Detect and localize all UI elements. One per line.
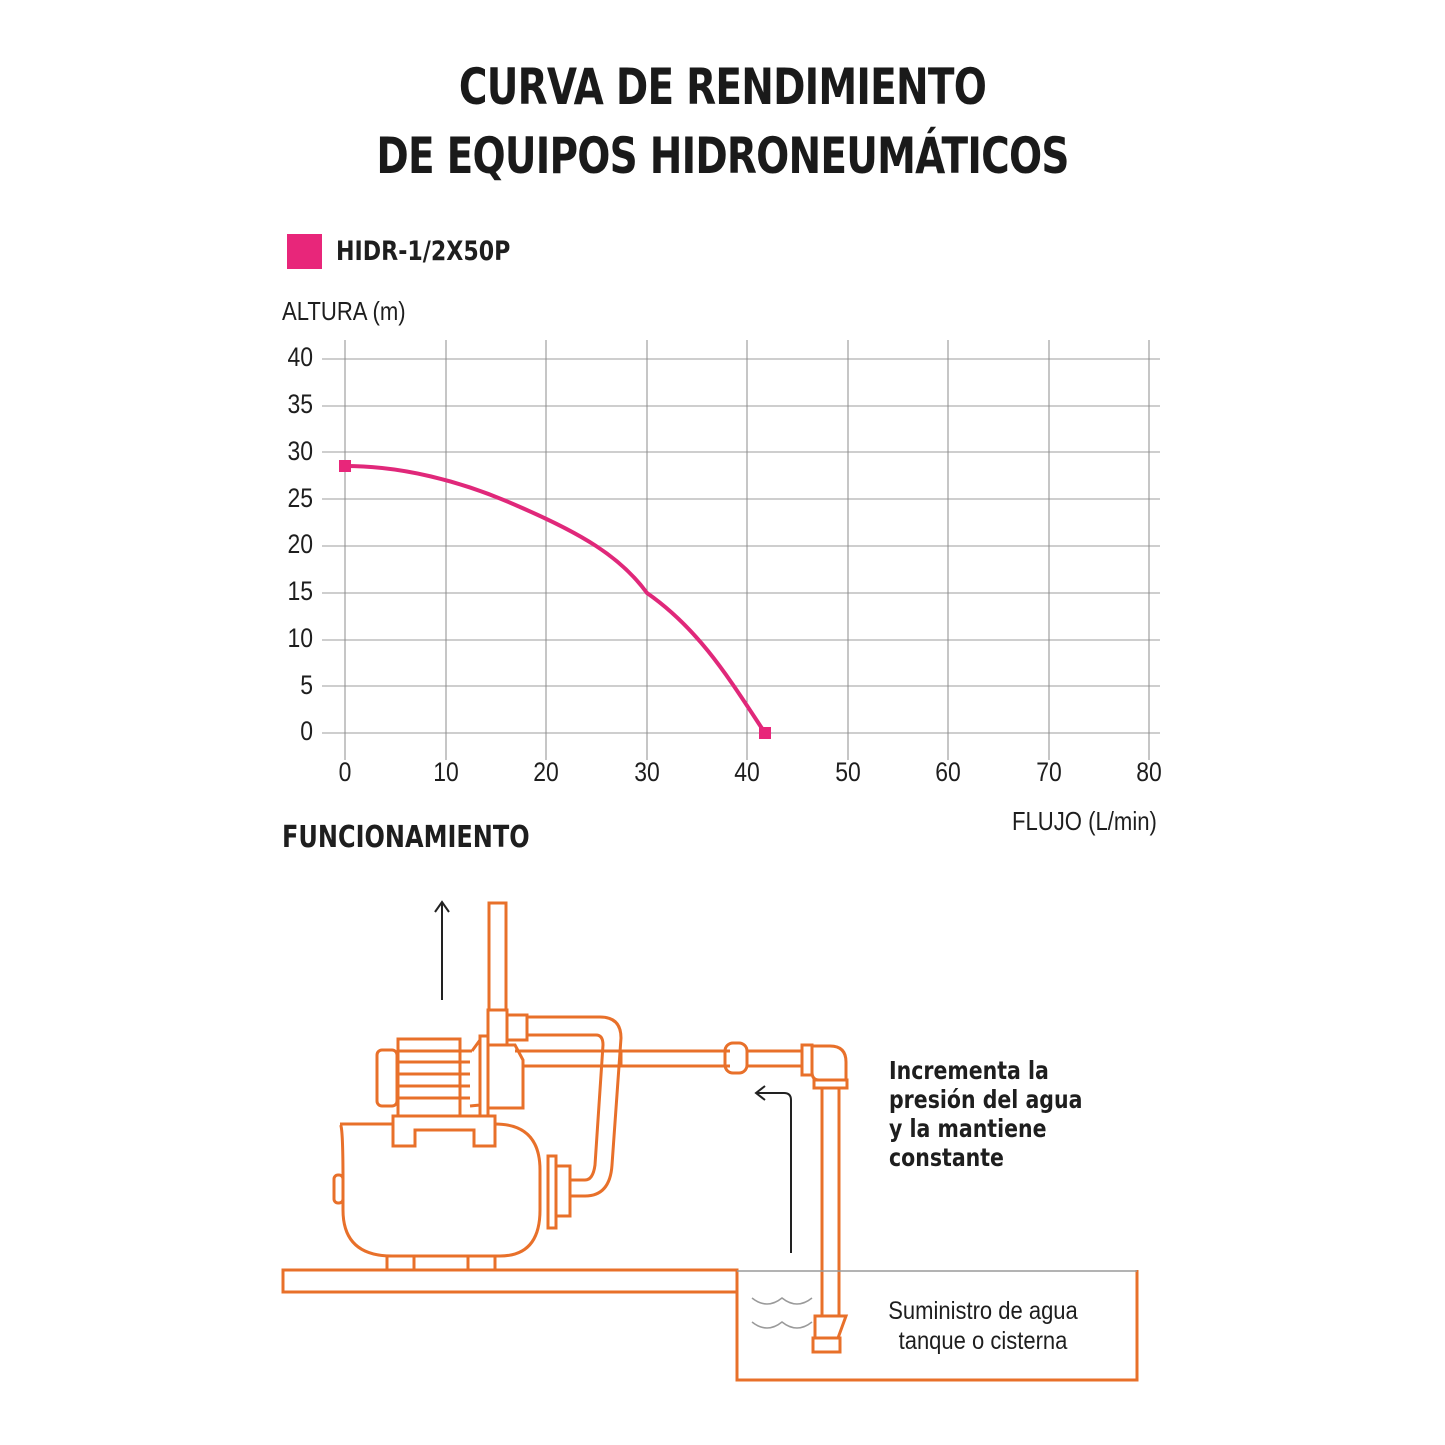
curve-start-marker <box>339 460 351 472</box>
legend-swatch <box>287 234 322 269</box>
legend-label: HIDR-1/2X50P <box>336 236 511 267</box>
x-tick: 20 <box>533 757 559 787</box>
note-line: Incrementa la <box>889 1056 1049 1085</box>
return-arrow-icon <box>757 1092 792 1253</box>
y-tick: 25 <box>287 483 313 513</box>
curve-end-marker <box>759 727 771 739</box>
y-tick: 10 <box>287 623 313 653</box>
note-line: y la mantiene <box>889 1114 1047 1143</box>
y-tick: 20 <box>287 529 313 559</box>
performance-curve <box>343 464 767 735</box>
y-tick: 15 <box>287 576 313 606</box>
diagram-note: Incrementa la presión del agua y la mant… <box>889 1056 1082 1172</box>
supply-line: Suministro de agua <box>888 1297 1078 1325</box>
y-tick: 35 <box>287 389 313 419</box>
x-tick: 10 <box>433 757 459 787</box>
x-tick: 40 <box>734 757 760 787</box>
x-tick: 80 <box>1136 757 1162 787</box>
y-axis-label: ALTURA (m) <box>282 296 406 326</box>
chart-title-line1: CURVA DE RENDIMIENTO <box>458 58 987 116</box>
water-waves-icon <box>751 1297 813 1329</box>
y-tick: 0 <box>300 716 313 746</box>
x-tick: 0 <box>338 757 352 787</box>
y-tick: 5 <box>300 670 313 700</box>
x-tick: 60 <box>935 757 961 787</box>
note-line: presión del agua <box>889 1085 1083 1114</box>
section-heading: FUNCIONAMIENTO <box>282 820 530 855</box>
chart-title-line2: DE EQUIPOS HIDRONEUMÁTICOS <box>376 127 1069 185</box>
grid-verticals <box>344 340 1150 760</box>
x-tick: 30 <box>634 757 660 787</box>
supply-line: tanque o cisterna <box>898 1327 1068 1355</box>
x-tick: 50 <box>835 757 861 787</box>
supply-label: Suministro de agua tanque o cisterna <box>873 1296 1093 1356</box>
grid-lines <box>322 358 1160 734</box>
x-tick: 70 <box>1036 757 1062 787</box>
note-line: constante <box>889 1143 1004 1172</box>
pump-diagram <box>281 901 1139 1382</box>
y-tick: 30 <box>287 436 313 466</box>
x-axis-label: FLUJO (L/min) <box>1012 806 1157 836</box>
y-tick: 40 <box>287 342 313 372</box>
flow-arrows <box>434 900 792 1253</box>
